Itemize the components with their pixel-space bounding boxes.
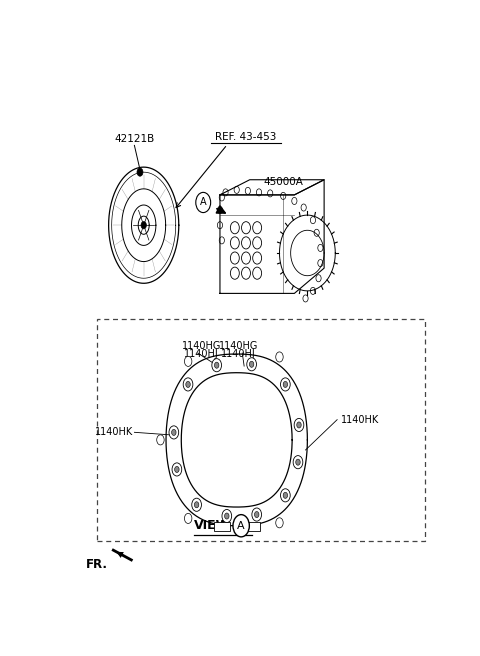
Text: VIEW: VIEW bbox=[194, 520, 231, 532]
Circle shape bbox=[196, 192, 211, 213]
Circle shape bbox=[276, 518, 283, 528]
Circle shape bbox=[172, 430, 176, 436]
Circle shape bbox=[280, 378, 290, 391]
Circle shape bbox=[137, 168, 143, 176]
Circle shape bbox=[194, 502, 199, 508]
Text: 1140HJ: 1140HJ bbox=[184, 349, 219, 359]
FancyArrowPatch shape bbox=[116, 552, 128, 558]
Bar bbox=[243, 522, 260, 531]
Circle shape bbox=[183, 378, 193, 391]
Text: 1140HK: 1140HK bbox=[95, 427, 133, 438]
Circle shape bbox=[186, 381, 190, 388]
Circle shape bbox=[283, 492, 288, 499]
Circle shape bbox=[283, 381, 288, 388]
Circle shape bbox=[156, 435, 164, 445]
Circle shape bbox=[172, 463, 182, 476]
Circle shape bbox=[215, 362, 219, 368]
Circle shape bbox=[169, 426, 179, 439]
Circle shape bbox=[276, 352, 283, 362]
Circle shape bbox=[222, 510, 232, 523]
Circle shape bbox=[192, 498, 202, 511]
Circle shape bbox=[280, 489, 290, 502]
Circle shape bbox=[247, 358, 256, 371]
Circle shape bbox=[141, 222, 146, 229]
Text: 1140HK: 1140HK bbox=[341, 415, 379, 424]
Circle shape bbox=[225, 513, 229, 519]
Bar bbox=[214, 522, 230, 531]
Bar bbox=[97, 319, 424, 541]
Text: 1140HG: 1140HG bbox=[181, 341, 221, 352]
Circle shape bbox=[233, 515, 249, 537]
Circle shape bbox=[184, 356, 192, 367]
Circle shape bbox=[296, 459, 300, 465]
Circle shape bbox=[175, 466, 179, 472]
Text: 1140HG: 1140HG bbox=[219, 341, 258, 352]
Text: A: A bbox=[237, 521, 245, 531]
Circle shape bbox=[294, 419, 304, 432]
Text: 1140HJ: 1140HJ bbox=[221, 349, 256, 359]
Text: A: A bbox=[200, 197, 206, 207]
Text: 45000A: 45000A bbox=[263, 177, 303, 187]
Circle shape bbox=[297, 422, 301, 428]
Text: 42121B: 42121B bbox=[114, 134, 155, 144]
Circle shape bbox=[252, 508, 262, 521]
Circle shape bbox=[254, 512, 259, 518]
Text: REF. 43-453: REF. 43-453 bbox=[216, 132, 276, 142]
Text: FR.: FR. bbox=[86, 558, 108, 571]
Circle shape bbox=[184, 514, 192, 523]
Circle shape bbox=[293, 456, 303, 469]
Circle shape bbox=[250, 361, 254, 367]
Circle shape bbox=[212, 359, 221, 372]
